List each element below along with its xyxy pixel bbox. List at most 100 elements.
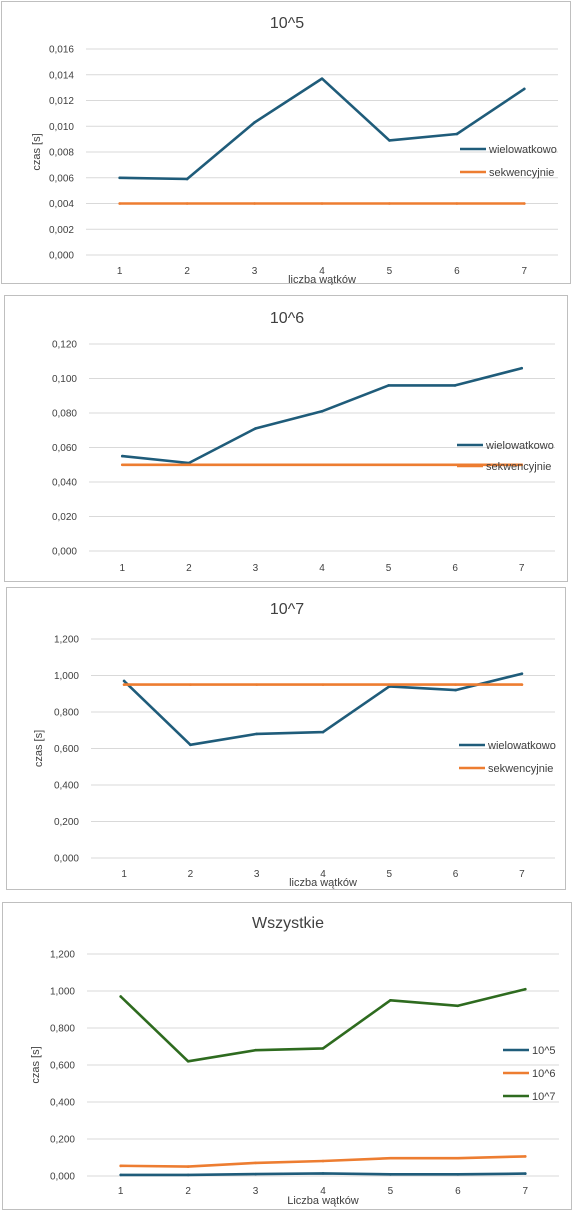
y-tick-label: 0,100	[52, 374, 77, 385]
data-point	[523, 1155, 527, 1158]
x-axis-label: liczba wątków	[289, 877, 357, 889]
data-point	[520, 683, 524, 686]
chart-1e6: 10^6 0,000 0,020 0,040 0,060 0,080 0,100 0,120 1…	[52, 310, 555, 574]
x-axis-label: Liczba wątków	[287, 1195, 359, 1207]
x-tick-label: 6	[455, 1186, 461, 1197]
data-point	[387, 463, 390, 467]
x-tick-label: 2	[188, 869, 194, 880]
x-tick-label: 7	[519, 563, 525, 574]
legend-label: sekwencyjnie	[486, 461, 551, 473]
data-point	[387, 683, 391, 686]
series-line-0	[118, 77, 526, 181]
legend-label: wielowatkowo	[487, 740, 556, 752]
legend-label: 10^7	[532, 1091, 556, 1103]
legend-label: wielowatkowo	[488, 144, 557, 156]
data-point	[122, 679, 126, 683]
x-tick-label: 7	[519, 869, 525, 880]
data-point	[523, 987, 527, 991]
legend-label: sekwencyjnie	[489, 167, 554, 179]
y-tick-label: 0,600	[54, 744, 79, 755]
data-point	[453, 384, 457, 387]
y-tick-label: 0,080	[52, 409, 77, 420]
y-tick-label: 0,000	[49, 251, 74, 262]
data-point	[456, 1156, 460, 1160]
data-point	[189, 683, 192, 686]
x-tick-label: 3	[253, 563, 259, 574]
data-point	[320, 202, 324, 205]
data-point	[185, 202, 189, 205]
y-tick-label: 0,020	[52, 512, 77, 523]
x-tick-label: 2	[185, 1186, 191, 1197]
y-tick-label: 0,400	[54, 781, 79, 792]
data-point	[253, 202, 256, 205]
data-point	[320, 463, 324, 467]
x-tick-label: 5	[387, 869, 393, 880]
y-axis-label: czas [s]	[33, 730, 45, 767]
data-point	[118, 176, 122, 180]
x-tick-label: 6	[452, 563, 458, 574]
data-point	[321, 683, 325, 686]
data-point	[455, 202, 459, 205]
x-tick-label: 6	[453, 869, 459, 880]
y-tick-label: 0,008	[49, 148, 74, 159]
data-point	[189, 743, 192, 747]
x-tick-label: 3	[252, 266, 258, 277]
data-point	[120, 454, 124, 458]
y-tick-label: 0,012	[49, 96, 74, 107]
data-point	[520, 672, 524, 675]
y-tick-label: 0,120	[52, 340, 77, 351]
chart-panel-1e7: 10^7 0,000 0,200 0,400 0,600 0,800 1,000 1,200 1…	[6, 587, 566, 890]
x-tick-label: 2	[186, 563, 192, 574]
x-tick-label: 7	[522, 266, 528, 277]
x-tick-label: 1	[117, 266, 123, 277]
x-axis-label: liczba wątków	[288, 274, 356, 285]
y-tick-label: 0,800	[54, 708, 79, 719]
data-point	[119, 1173, 123, 1177]
chart-all: Wszystkie 0,000 0,200 0,400 0,600 0,800 1,000 1…	[30, 915, 559, 1207]
x-tick-label: 5	[388, 1186, 394, 1197]
y-tick-label: 0,600	[50, 1061, 75, 1072]
y-tick-label: 0,004	[49, 199, 74, 210]
series-line-0	[121, 366, 524, 465]
x-tick-label: 3	[254, 869, 260, 880]
data-point	[388, 202, 391, 205]
data-point	[520, 366, 524, 370]
legend-label: sekwencyjnie	[488, 763, 553, 775]
chart-title: 10^5	[270, 15, 304, 32]
data-point	[119, 995, 123, 998]
data-point	[122, 683, 126, 686]
x-tick-label: 1	[120, 563, 126, 574]
y-tick-label: 0,060	[52, 443, 77, 454]
y-axis-label: czas [s]	[31, 133, 43, 170]
x-tick-label: 4	[319, 266, 325, 277]
data-point	[186, 1060, 190, 1063]
data-point	[523, 1172, 527, 1175]
data-point	[321, 1047, 325, 1050]
legend-label: wielowatkowo	[485, 440, 554, 452]
y-tick-label: 0,002	[49, 225, 74, 236]
x-tick-label: 2	[184, 266, 190, 277]
x-tick-label: 1	[118, 1186, 124, 1197]
legend-label: 10^5	[532, 1045, 556, 1057]
data-point	[186, 1165, 190, 1168]
chart-1e5: 10^5 0,000 0,002 0,004 0,006 0,008 0,010 0,012 0…	[31, 15, 558, 286]
data-point	[387, 384, 390, 387]
x-tick-label: 5	[387, 266, 393, 277]
x-tick-label: 4	[320, 869, 326, 880]
data-point	[254, 1048, 257, 1052]
chart-1e7: 10^7 0,000 0,200 0,400 0,600 0,800 1,000 1,200 1…	[33, 601, 556, 889]
data-point	[388, 139, 391, 142]
y-axis-label: czas [s]	[30, 1046, 42, 1083]
data-point	[254, 1172, 257, 1176]
x-tick-label: 1	[121, 869, 127, 880]
chart-title: 10^6	[270, 310, 304, 327]
data-point	[456, 1173, 460, 1176]
data-point	[119, 1164, 123, 1168]
data-point	[187, 463, 191, 467]
x-tick-label: 4	[319, 563, 325, 574]
data-point	[389, 1173, 392, 1176]
data-point	[320, 409, 324, 413]
y-tick-label: 0,040	[52, 478, 77, 489]
y-tick-label: 1,200	[50, 950, 75, 961]
data-point	[389, 998, 392, 1002]
